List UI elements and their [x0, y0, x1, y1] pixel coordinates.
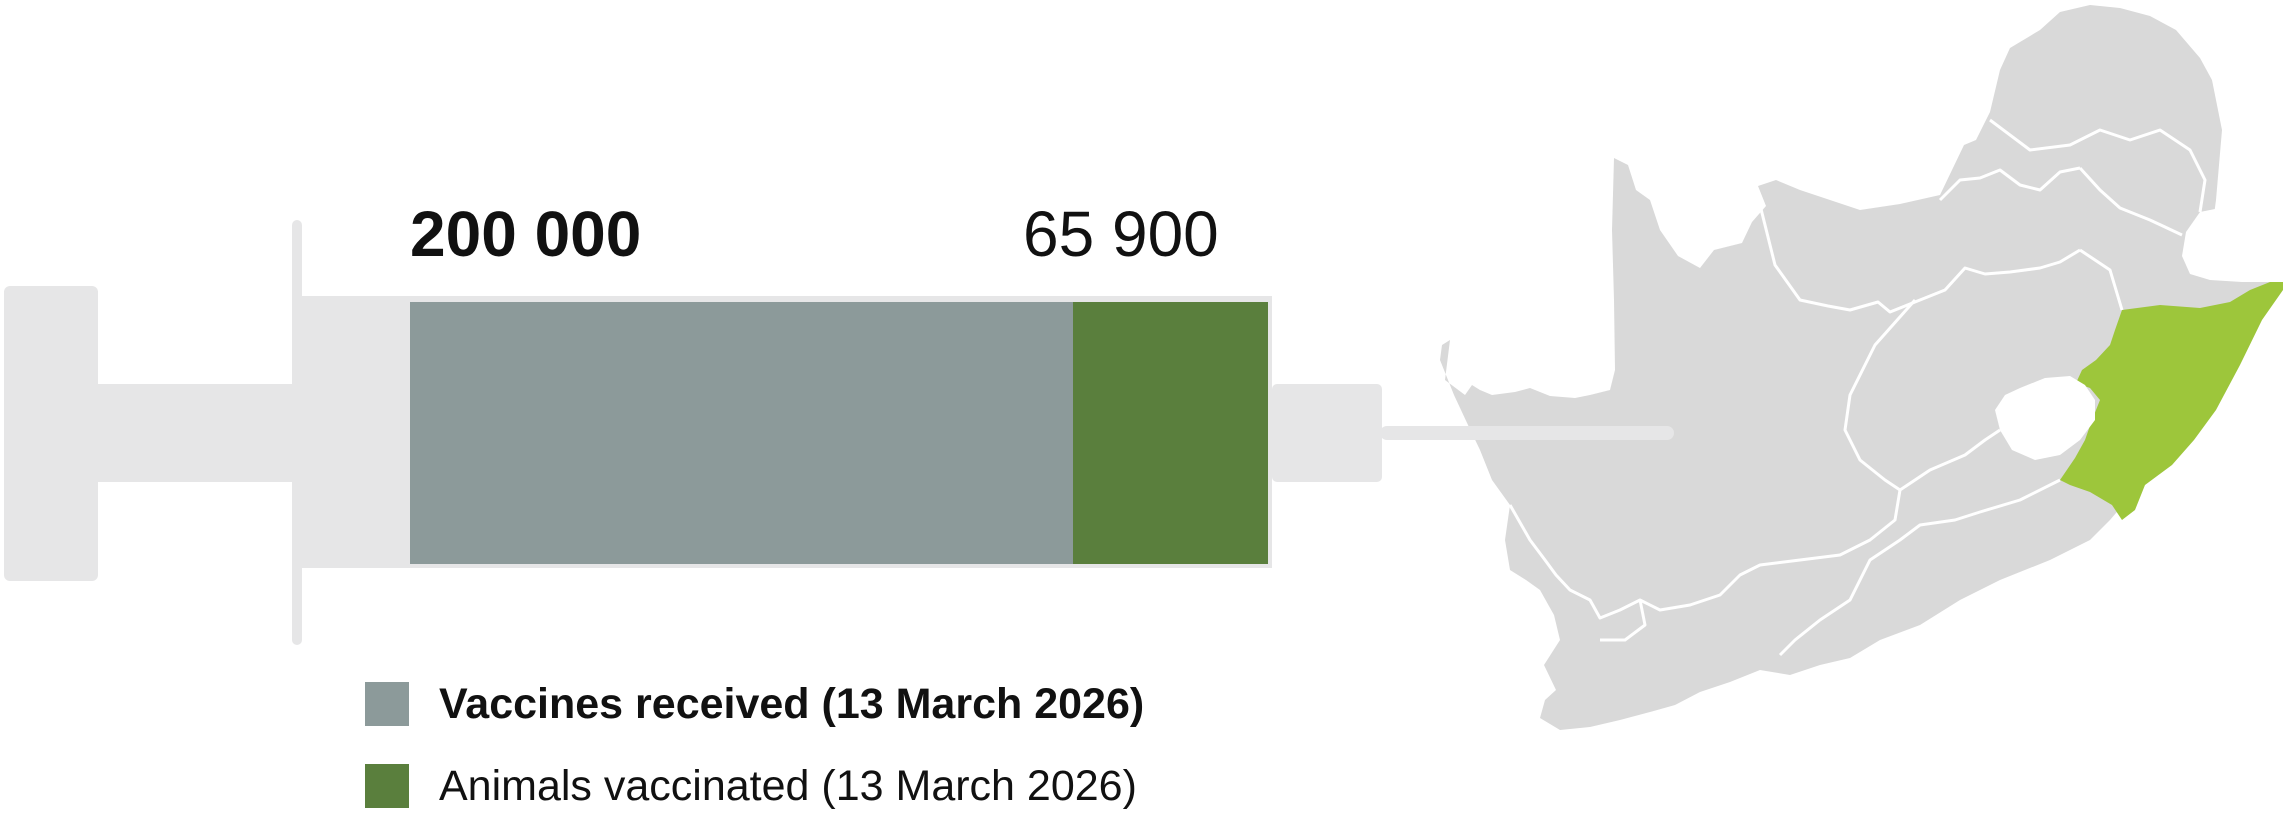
legend-item-received: Vaccines received (13 March 2026): [365, 679, 1145, 728]
south-africa-outline: [1440, 5, 2283, 730]
legend-item-vaccinated: Animals vaccinated (13 March 2026): [365, 761, 1137, 810]
bar-vaccines-received: [410, 302, 1073, 564]
syringe-needle: [1380, 426, 1674, 440]
plunger-thumb-rest: [4, 286, 98, 581]
value-label-vaccinated: 65 900: [1023, 198, 1219, 270]
legend-swatch-received: [365, 682, 409, 726]
legend-label-received: Vaccines received (13 March 2026): [439, 679, 1145, 728]
lesotho-hole: [1995, 376, 2095, 460]
legend-label-vaccinated: Animals vaccinated (13 March 2026): [439, 761, 1137, 810]
value-label-received: 200 000: [410, 198, 642, 270]
legend-swatch-vaccinated: [365, 764, 409, 808]
bar-animals-vaccinated: [1073, 302, 1268, 564]
finger-flange: [292, 220, 302, 645]
plunger-rod: [94, 384, 304, 482]
syringe: [4, 220, 1674, 645]
eswatini-hole: [2182, 208, 2242, 280]
region-kwazulu-natal: [2060, 282, 2283, 520]
province-borders: [1508, 118, 2207, 657]
syringe-hub: [1272, 384, 1382, 482]
south-africa-map: [1440, 5, 2283, 730]
